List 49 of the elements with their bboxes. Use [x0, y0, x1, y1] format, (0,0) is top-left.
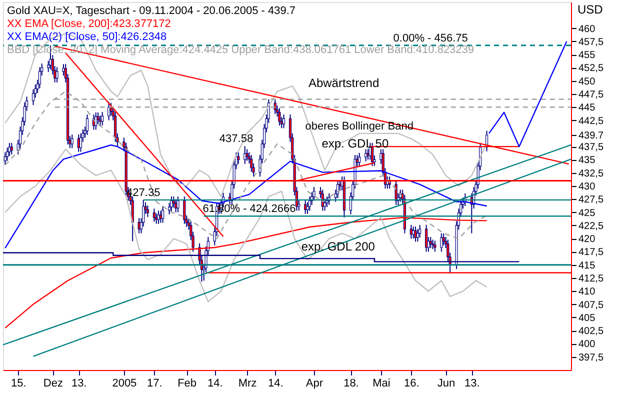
x-tick-label: 18. [344, 378, 359, 390]
annotation: Abwärtstrend [308, 76, 380, 90]
y-tick-label: 405 [578, 312, 596, 324]
x-tick-label: Feb [178, 378, 197, 390]
annotation: 0.00% - 456.75 [393, 32, 468, 44]
chart-title: Gold XAU=X, Tageschart - 09.11.2004 - 20.06.2005 - 439.7 [7, 5, 296, 17]
x-tick-label: 13. [71, 378, 87, 390]
x-tick-label: 2005 [112, 378, 137, 390]
x-tick-label: 14. [208, 378, 223, 390]
y-tick-label: 425 [578, 208, 596, 219]
y-tick-label: 410 [578, 286, 596, 298]
y-tick-label: 442,5 [578, 116, 604, 127]
y-tick-label: 437,5 [578, 142, 604, 154]
y-tick-label: 455 [578, 50, 596, 62]
y-tick-label: 460 [578, 24, 596, 35]
y-tick-label: 407,5 [578, 300, 604, 311]
x-tick-label: 15. [10, 378, 26, 390]
annotation: exp. GDL 200 [301, 240, 376, 254]
text: XX EMA [Close, 200]:423.377172 [7, 18, 171, 30]
y-tick-label: 427,5 [578, 194, 604, 206]
y-axis-title: USD [578, 2, 604, 16]
y-tick-label: 450 [578, 76, 596, 88]
y-tick-label: 447,5 [578, 90, 604, 100]
y-tick-label: 415 [578, 260, 596, 272]
text: XX EMA(2) [Close, 50]:426.2348 [7, 31, 167, 43]
x-tick-label: 16. [404, 378, 420, 390]
x-tick-label: Mai [372, 378, 390, 390]
x-tick-label: 14. [268, 378, 284, 390]
y-tick-label: 432,5 [578, 168, 604, 180]
y-tick-label: 412,5 [578, 274, 604, 284]
y-tick-label: 452,5 [578, 63, 604, 74]
x-tick-label: Mrz [238, 378, 257, 390]
y-tick-label: 430 [578, 182, 596, 192]
y-tick-label: 435 [578, 155, 596, 166]
x-tick-label: Dez [43, 378, 63, 390]
x-tick-label: 13. [464, 378, 480, 390]
y-tick-label: 400 [578, 339, 596, 350]
y-tick-label: 402,5 [578, 326, 604, 338]
y-tick-label: 457,5 [578, 36, 604, 48]
y-tick-label: 397,5 [578, 352, 604, 364]
y-tick-label: 417,5 [578, 247, 604, 258]
y-tick-label: 439.7 [578, 130, 604, 142]
annotation: 437.58 [219, 133, 254, 146]
y-tick-label: 445 [578, 102, 596, 114]
x-tick-label: 17. [147, 378, 162, 390]
y-tick-label: 422,5 [578, 220, 604, 232]
x-tick-label: Jun [437, 378, 456, 390]
y-tick-label: 420 [578, 234, 596, 246]
x-tick-label: Apr [306, 378, 324, 390]
